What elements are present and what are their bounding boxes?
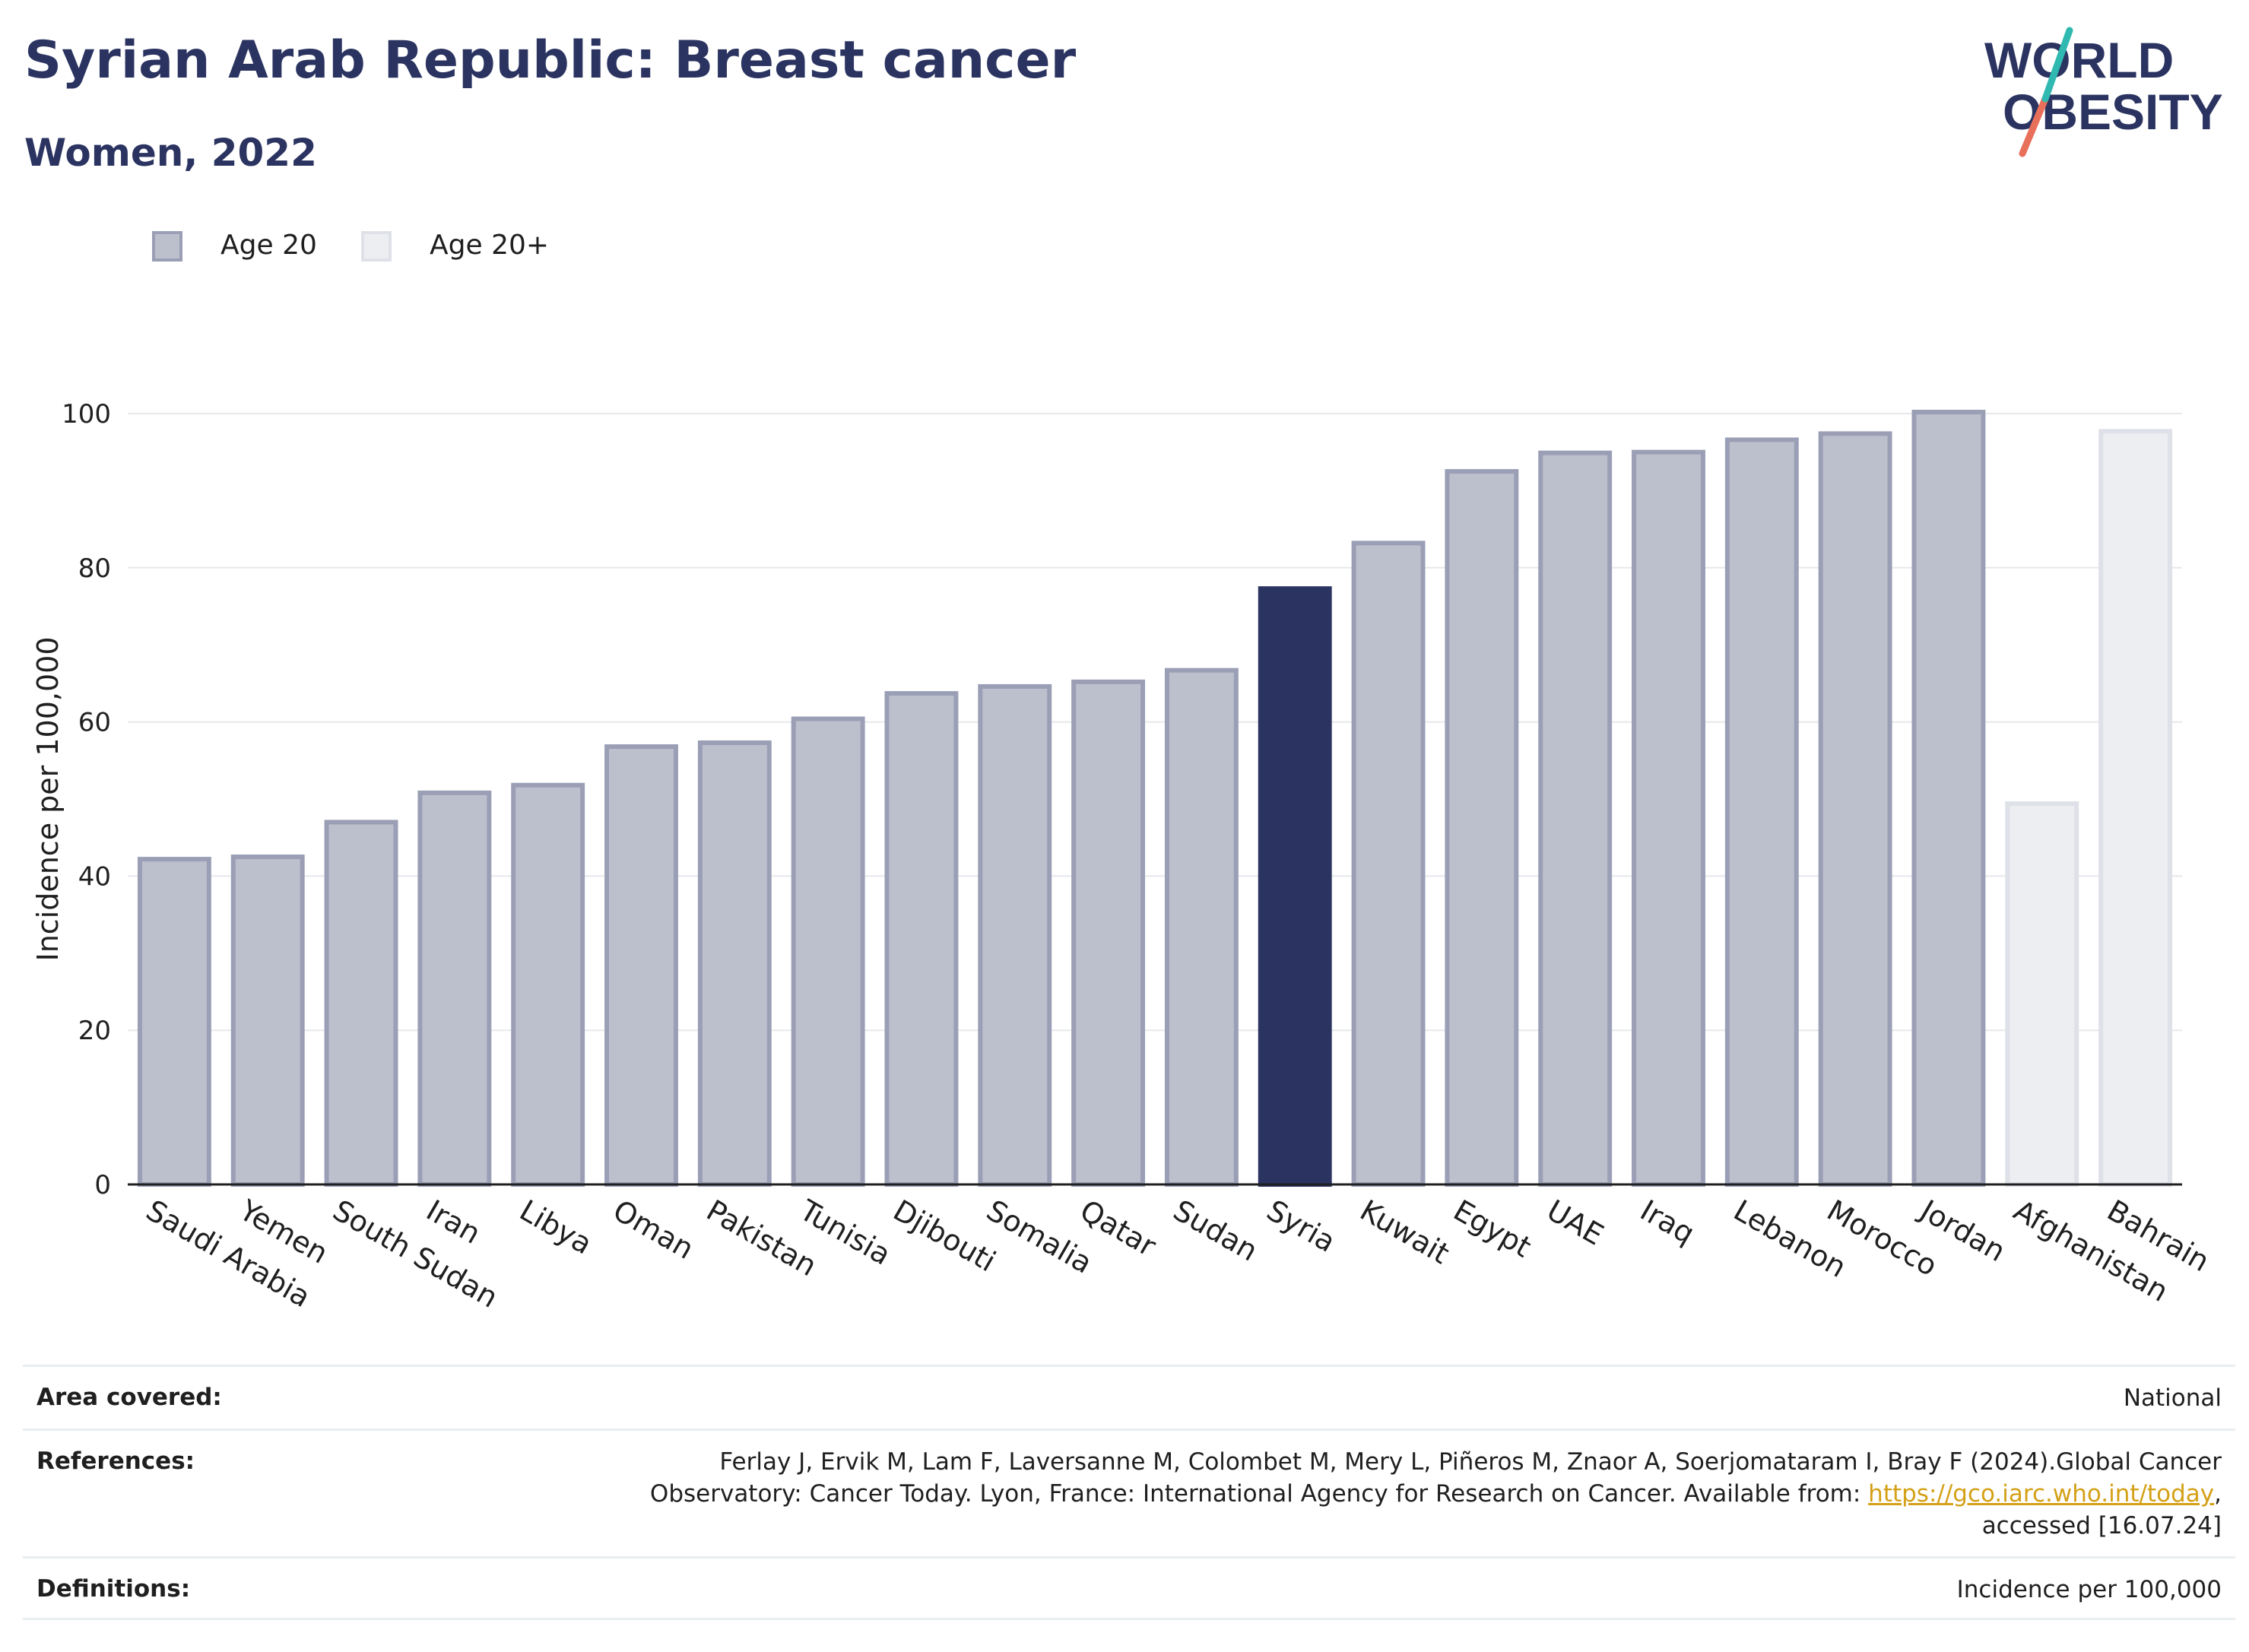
bar-iraq: [1632, 449, 1705, 1187]
x-tick-label: Egypt: [1448, 1194, 1537, 1264]
bar-bahrain: [2098, 429, 2173, 1187]
definitions-value: Incidence per 100,000: [1956, 1576, 2222, 1603]
page-subtitle: Women, 2022: [24, 131, 317, 175]
bar-djibouti: [884, 691, 959, 1187]
x-tick-label: Djibouti: [887, 1194, 1001, 1279]
bar-uae: [1538, 450, 1613, 1187]
bar-afghanistan: [2005, 801, 2079, 1187]
bar-morocco: [1818, 431, 1892, 1187]
logo-line2: OBESITY: [2003, 84, 2223, 140]
bar-saudi-arabia: [137, 857, 211, 1187]
references-key: References:: [36, 1447, 195, 1475]
bar-egypt: [1445, 469, 1519, 1187]
y-tick-label: 100: [62, 399, 111, 430]
bar-somalia: [978, 683, 1052, 1187]
x-tick-label: Iran: [420, 1194, 486, 1251]
reference-line-1: Ferlay J, Ervik M, Lam F, Laversanne M, …: [719, 1448, 2222, 1476]
bar-iran: [417, 790, 492, 1187]
x-tick-label: Iraq: [1635, 1194, 1700, 1251]
y-tick-label: 60: [78, 708, 111, 738]
bar-tunisia: [791, 716, 865, 1187]
x-tick-label: South Sudan: [328, 1194, 504, 1314]
x-tick-label: Syria: [1261, 1194, 1341, 1259]
bar-south-sudan: [324, 820, 398, 1187]
bar-yemen: [230, 855, 305, 1187]
x-tick-label: Oman: [607, 1194, 699, 1266]
bar-syria: [1258, 586, 1332, 1187]
y-tick-label: 80: [78, 553, 111, 584]
bar-jordan: [1911, 409, 1986, 1187]
bar-pakistan: [697, 740, 772, 1187]
x-tick-label: Somalia: [981, 1194, 1098, 1280]
info-table: Area covered: National References: Ferla…: [23, 1365, 2235, 1620]
legend-swatch-age-20: [152, 231, 182, 262]
bar-qatar: [1071, 679, 1146, 1187]
bar-libya: [511, 782, 585, 1187]
x-tick-label: Sudan: [1168, 1194, 1264, 1268]
x-tick-label: Libya: [514, 1194, 598, 1261]
reference-line-3: accessed [16.07.24]: [1981, 1512, 2222, 1539]
bar-kuwait: [1351, 541, 1426, 1187]
y-tick-label: 40: [78, 861, 111, 892]
reference-comma: ,: [2214, 1480, 2222, 1508]
x-tick-label: Kuwait: [1355, 1194, 1455, 1271]
legend-label: Age 20+: [430, 230, 550, 261]
logo-line1: WORLD: [1984, 32, 2174, 88]
references-value: Ferlay J, Ervik M, Lam F, Laversanne M, …: [650, 1446, 2222, 1542]
reference-text: Observatory: Cancer Today. Lyon, France:…: [649, 1480, 1869, 1508]
page-title: Syrian Arab Republic: Breast cancer: [24, 30, 1077, 90]
info-row-area: Area covered: National: [23, 1365, 2235, 1428]
y-tick-label: 0: [94, 1170, 111, 1200]
bar-oman: [604, 744, 678, 1187]
bar-lebanon: [1724, 437, 1799, 1187]
x-tick-label: UAE: [1541, 1194, 1609, 1252]
bar-sudan: [1164, 667, 1239, 1187]
y-tick-label: 20: [78, 1016, 111, 1046]
info-row-references: References: Ferlay J, Ervik M, Lam F, La…: [23, 1428, 2235, 1556]
y-axis-label: Incidence per 100,000: [31, 636, 65, 961]
definitions-key: Definitions:: [36, 1575, 191, 1603]
reference-line-2: Observatory: Cancer Today. Lyon, France:…: [650, 1478, 2222, 1510]
area-covered-key: Area covered:: [36, 1384, 222, 1411]
reference-link[interactable]: https://gco.iarc.who.int/today: [1868, 1480, 2215, 1508]
legend-label: Age 20: [220, 230, 317, 261]
legend-swatch-age-20-plus: [361, 231, 392, 262]
world-obesity-logo: WORLD OBESITY: [1984, 27, 2223, 157]
info-row-definitions: Definitions: Incidence per 100,000: [23, 1556, 2235, 1620]
area-covered-value: National: [2123, 1384, 2222, 1412]
